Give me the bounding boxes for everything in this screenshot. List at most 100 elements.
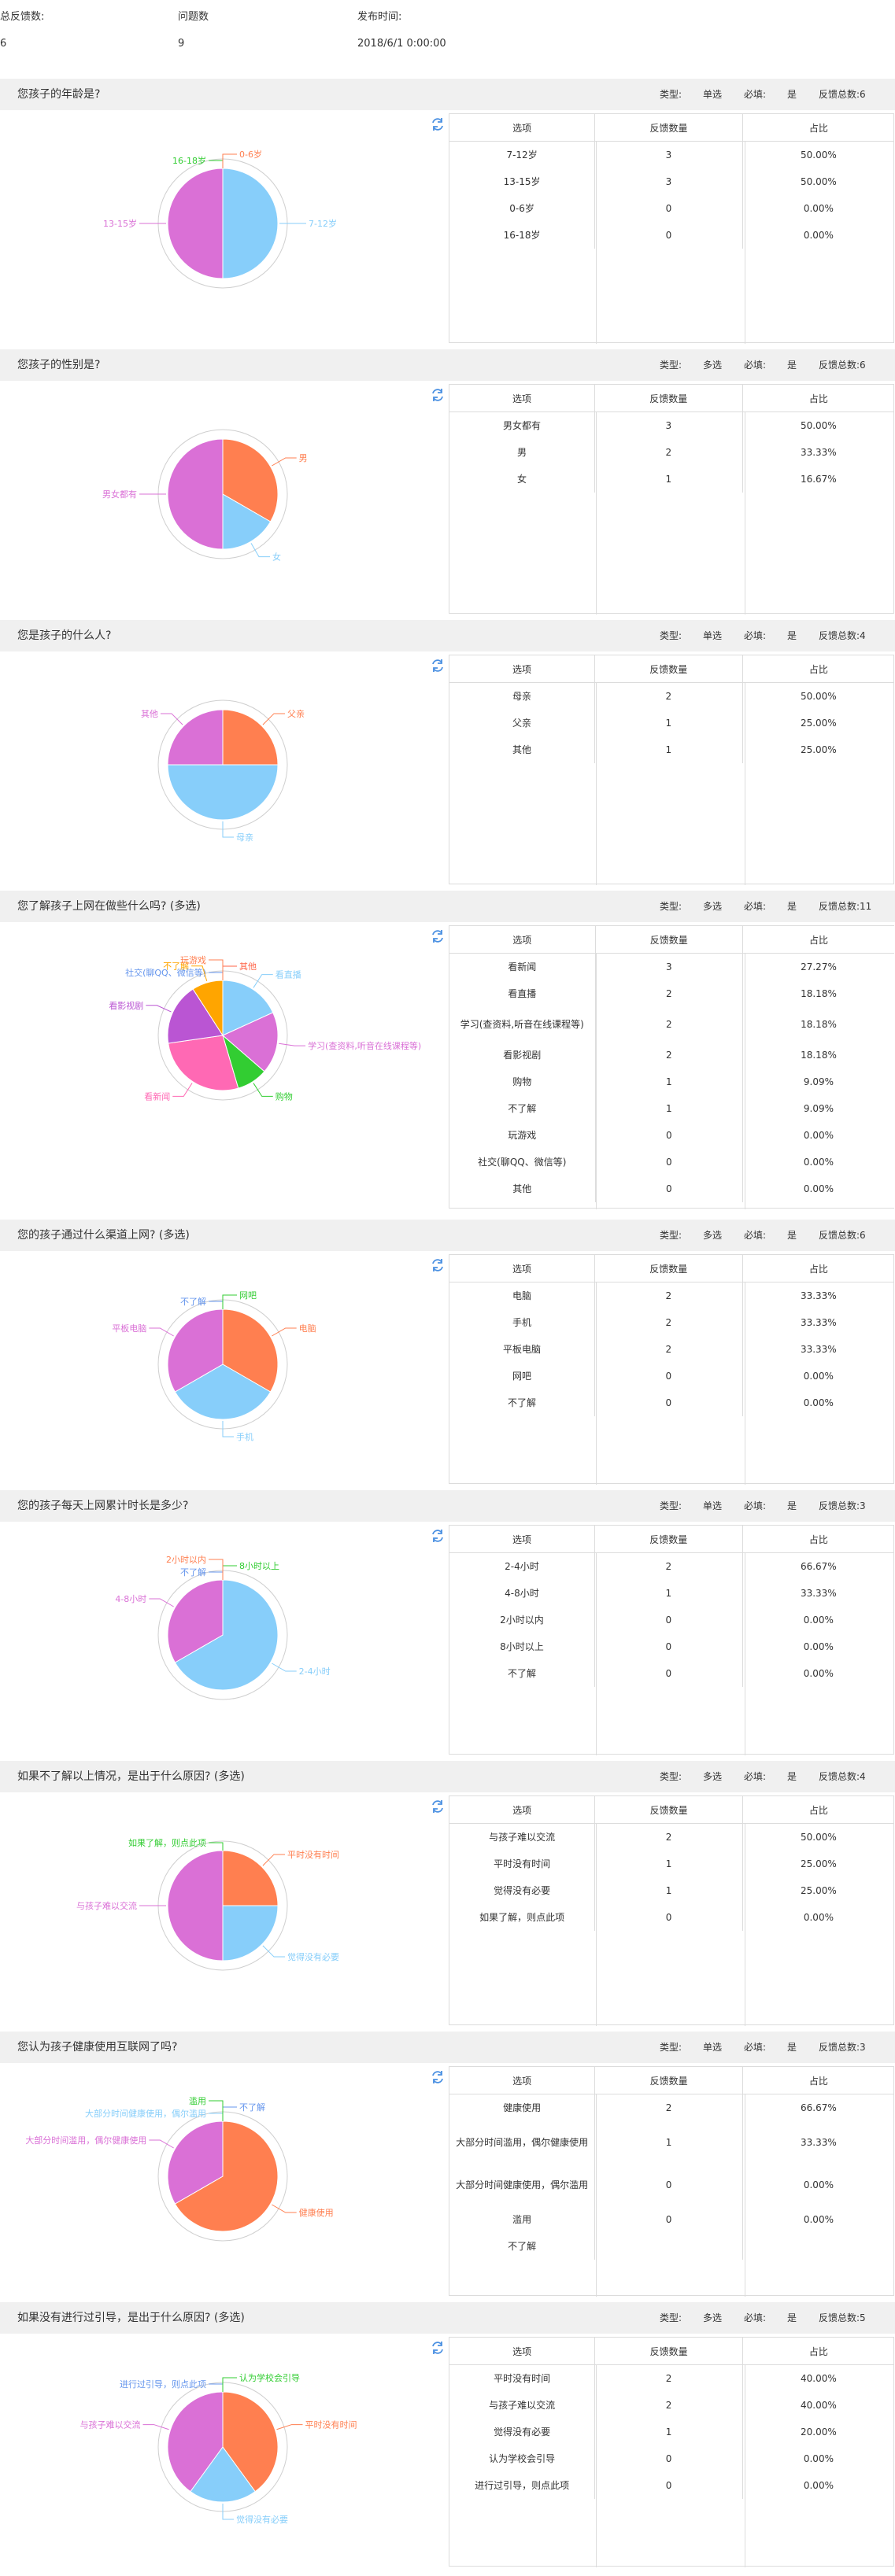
ratio-cell: 0.00%: [803, 1641, 834, 1652]
count-header: 反馈数量: [594, 2338, 743, 2365]
option-cell: 平板电脑: [449, 1336, 595, 1363]
option-cell: 购物: [449, 1068, 596, 1095]
pie-label: 男: [299, 453, 308, 463]
required-value: 是: [787, 901, 797, 912]
pie-label: 13-15岁: [103, 218, 137, 229]
result-table: 选项 反馈数量 占比 健康使用 2 66.67% 大部分时间滥用，偶尔健康使用 1 33.33%…: [449, 2066, 894, 2297]
table-header-row: 选项 反馈数量 占比: [449, 1255, 894, 1282]
ratio-cell: 0.00%: [803, 1371, 834, 1382]
publish-time-label: 发布时间:: [357, 11, 402, 23]
type-value: 单选: [703, 89, 723, 100]
option-cell: 电脑: [449, 1282, 595, 1309]
ratio-cell: [742, 2233, 894, 2260]
pie-slice: [222, 709, 279, 766]
result-table: 选项 反馈数量 占比 与孩子难以交流 2 50.00% 平时没有时间 1 25.00% 觉得没有必…: [449, 1795, 894, 2026]
ratio-cell: 66.67%: [800, 1561, 837, 1572]
table-row: 健康使用 2 66.67%: [449, 2094, 894, 2121]
pie-label: 觉得没有必要: [287, 1951, 339, 1962]
count-cell: 0: [594, 2164, 743, 2206]
option-cell: 母亲: [449, 682, 595, 710]
option-cell: 如果了解，则点此项: [449, 1904, 596, 1931]
refresh-icon[interactable]: [430, 2069, 446, 2085]
table-row: 4-8小时 1 33.33%: [449, 1580, 894, 1607]
refresh-icon[interactable]: [430, 1257, 446, 1273]
pie-label: 觉得没有必要: [236, 2514, 288, 2525]
option-cell: 平时没有时间: [449, 2364, 596, 2392]
question-section: 您了解孩子上网在做些什么吗? (多选) 类型: 多选 必填: 是 反馈总数:11 看直播 学习…: [0, 891, 895, 1209]
feedback-total: 反馈总数:6: [819, 360, 866, 371]
refresh-icon[interactable]: [430, 1528, 446, 1544]
question-header: 您孩子的性别是? 类型: 多选 必填: 是 反馈总数:6: [0, 349, 895, 381]
pie-chart: 看直播 学习(查资料,听音在线课程等) 购物 社交(聊QQ、微信等) 看新闻 看影视剧 其他…: [0, 925, 446, 1161]
pie-label: 2小时以内: [166, 1554, 206, 1565]
pie-slice: [190, 2446, 256, 2503]
count-cell: 0: [594, 1660, 743, 1687]
option-cell: 大部分时间滥用，偶尔健康使用: [449, 2121, 596, 2164]
question-header: 您了解孩子上网在做些什么吗? (多选) 类型: 多选 必填: 是 反馈总数:11: [0, 891, 895, 922]
refresh-icon[interactable]: [430, 116, 446, 132]
ratio-cell: 9.09%: [803, 1076, 834, 1087]
ratio-cell: 50.00%: [801, 1832, 837, 1843]
pie-chart: 父亲 母亲 其他: [0, 655, 446, 891]
count-cell: 2: [594, 2364, 743, 2392]
pie-label: 认为学校会引导: [239, 2372, 300, 2383]
count-header: 反馈数量: [594, 1796, 743, 1824]
ratio-cell: 66.67%: [801, 2102, 837, 2113]
option-cell: 其他: [449, 736, 595, 763]
refresh-icon[interactable]: [430, 387, 446, 403]
pie-label: 大部分时间健康使用，偶尔滥用: [85, 2108, 206, 2119]
feedback-total: 反馈总数:4: [819, 1771, 866, 1782]
required-value: 是: [787, 89, 797, 100]
option-cell: 16-18岁: [449, 222, 596, 249]
type-label: 类型:: [660, 2042, 682, 2053]
table-row: 男女都有 3 50.00%: [449, 411, 894, 439]
table-row: 看新闻 3 27.27%: [449, 953, 894, 980]
option-cell: 父亲: [449, 710, 595, 736]
table-row: 电脑 2 33.33%: [449, 1282, 894, 1309]
count-cell: 1: [594, 1580, 743, 1607]
pie-label: 母亲: [236, 832, 253, 843]
type-label: 类型:: [660, 1500, 682, 1511]
option-cell: 认为学校会引导: [449, 2445, 596, 2472]
type-label: 类型:: [660, 2312, 682, 2323]
type-value: 多选: [703, 360, 723, 371]
question-header: 您是孩子的什么人? 类型: 单选 必填: 是 反馈总数:4: [0, 620, 895, 651]
table-row: 0-6岁 0 0.00%: [449, 195, 894, 222]
table-row: 与孩子难以交流 2 50.00%: [449, 1823, 894, 1851]
question-title: 您了解孩子上网在做些什么吗? (多选): [17, 900, 201, 913]
question-section: 您孩子的性别是? 类型: 多选 必填: 是反馈总数:6 男女男女都有 选项 反馈数量 占比 男女都…: [0, 349, 895, 622]
pie-label: 玩游戏: [180, 955, 206, 965]
option-cell: 进行过引导，则点此项: [449, 2472, 596, 2499]
type-label: 类型:: [660, 630, 682, 641]
table-row: 如果了解，则点此项 0 0.00%: [449, 1904, 894, 1931]
result-table: 选项 反馈数量 占比 2-4小时 2 66.67% 4-8小时 1 33.33% 2小时以内 0 0.…: [449, 1525, 894, 1755]
refresh-icon[interactable]: [430, 2340, 446, 2356]
table-row: 不了解: [449, 2233, 894, 2260]
pie-chart: 7-12岁 13-15岁 16-18岁 0-6岁: [0, 113, 446, 349]
refresh-icon[interactable]: [430, 658, 446, 674]
pie-slice: [167, 1579, 224, 1663]
count-header: 反馈数量: [594, 1526, 743, 1553]
refresh-icon[interactable]: [430, 928, 446, 944]
count-cell: 3: [594, 141, 743, 168]
result-table: 选项 反馈数量 占比 母亲 2 50.00% 父亲 1 25.00% 其他 1 25.00%: [449, 655, 894, 885]
ratio-header: 占比: [742, 926, 894, 954]
option-cell: 觉得没有必要: [449, 1877, 596, 1904]
refresh-icon[interactable]: [430, 1799, 446, 1814]
option-cell: 4-8小时: [449, 1580, 595, 1607]
table-row: 大部分时间滥用，偶尔健康使用 1 33.33%: [449, 2121, 894, 2164]
count-header: 反馈数量: [594, 655, 743, 683]
ratio-cell: 0.00%: [803, 1668, 834, 1679]
required-label: 必填:: [744, 1230, 767, 1241]
count-cell: 2: [594, 1336, 743, 1363]
ratio-header: 占比: [742, 655, 894, 683]
question-header: 您认为孩子健康使用互联网了吗? 类型: 单选 必填: 是 反馈总数:3: [0, 2032, 895, 2063]
table-header-row: 选项 反馈数量 占比: [449, 655, 894, 683]
count-cell: 0: [594, 195, 743, 222]
pie-slice: [192, 980, 224, 1037]
required-label: 必填:: [744, 2312, 767, 2323]
ratio-cell: 33.33%: [800, 1588, 837, 1599]
table-row: 社交(聊QQ、微信等) 0 0.00%: [449, 1149, 894, 1175]
pie-slice: [222, 1308, 279, 1393]
table-row: 2小时以内 0 0.00%: [449, 1607, 894, 1633]
